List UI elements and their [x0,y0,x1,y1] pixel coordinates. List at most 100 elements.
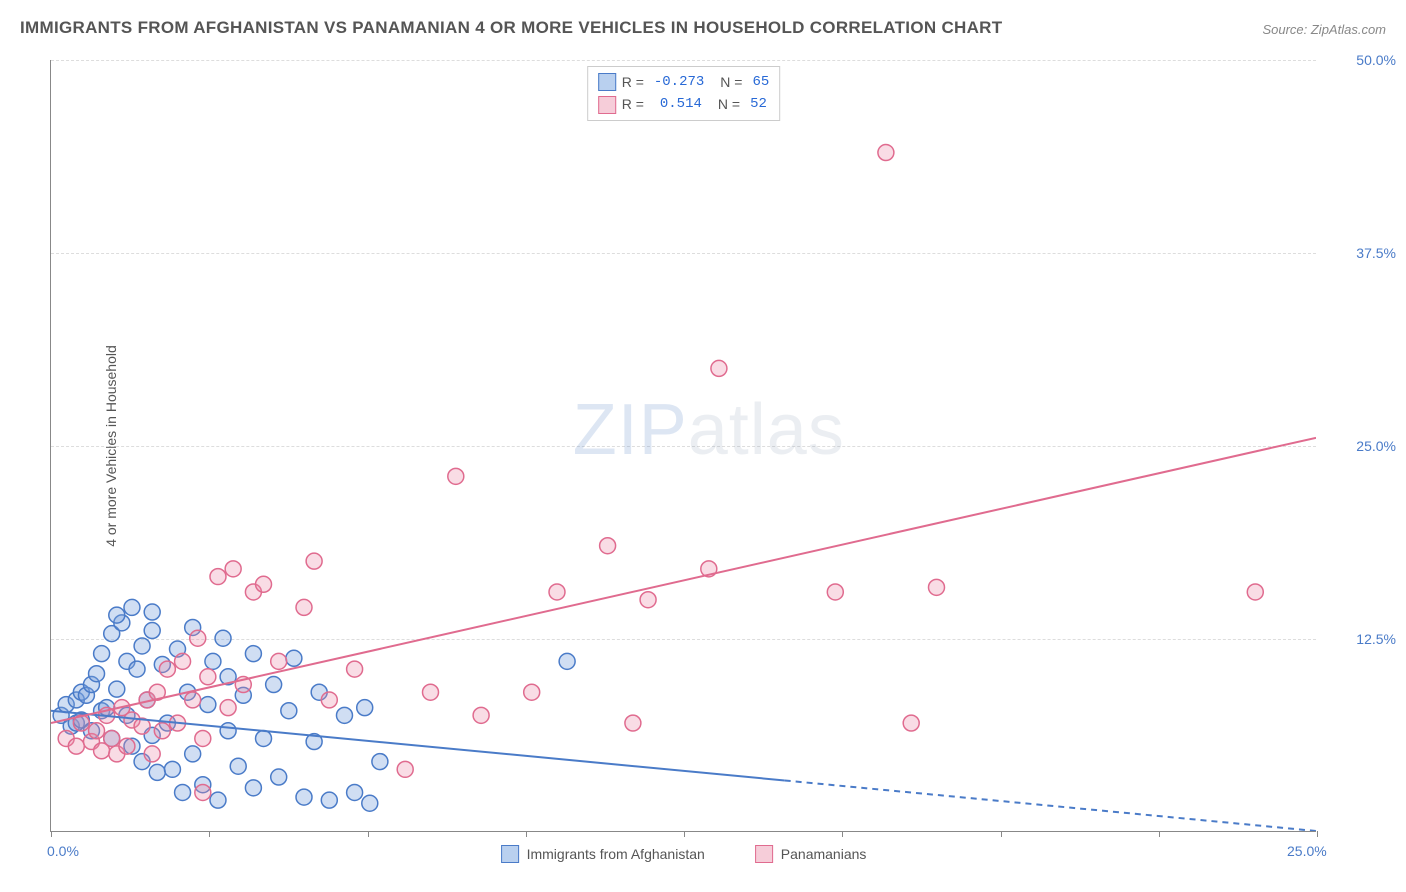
x-tick-label: 25.0% [1287,843,1327,859]
data-point [205,653,221,669]
data-point [296,789,312,805]
x-tick-label: 0.0% [47,843,79,859]
y-tick-label: 25.0% [1356,438,1396,454]
y-tick-label: 50.0% [1356,52,1396,68]
trend-line [51,438,1316,723]
data-point [164,761,180,777]
data-point [129,661,145,677]
data-point [144,604,160,620]
x-tick [526,831,527,837]
data-point [357,700,373,716]
data-point [271,769,287,785]
data-point [347,784,363,800]
data-point [711,360,727,376]
n-value-1: 65 [752,71,769,93]
data-point [119,738,135,754]
legend-label-afghan: Immigrants from Afghanistan [527,846,705,862]
legend-stats: R = -0.273 N = 65 R = 0.514 N = 52 [587,66,781,121]
data-point [336,707,352,723]
data-point [94,646,110,662]
x-tick [368,831,369,837]
r-label: R = [622,71,644,93]
data-point [448,468,464,484]
data-point [397,761,413,777]
data-point [306,553,322,569]
data-point [68,738,84,754]
data-point [185,746,201,762]
plot-area: ZIPatlas R = -0.273 N = 65 R = 0.514 N =… [50,60,1316,832]
data-point [827,584,843,600]
data-point [600,538,616,554]
data-point [195,730,211,746]
data-point [124,599,140,615]
data-point [109,607,125,623]
data-point [640,592,656,608]
data-point [423,684,439,700]
x-tick [51,831,52,837]
data-point [230,758,246,774]
data-point [903,715,919,731]
data-point [321,792,337,808]
data-point [159,661,175,677]
source-attribution: Source: ZipAtlas.com [1262,22,1386,37]
y-tick-label: 37.5% [1356,245,1396,261]
chart-container: IMMIGRANTS FROM AFGHANISTAN VS PANAMANIA… [0,0,1406,892]
data-point [559,653,575,669]
data-point [347,661,363,677]
data-point [220,700,236,716]
data-point [245,646,261,662]
data-point [473,707,489,723]
trend-line-dashed [785,780,1316,831]
data-point [362,795,378,811]
data-point [929,579,945,595]
data-point [1247,584,1263,600]
x-tick [1001,831,1002,837]
data-point [190,630,206,646]
data-point [104,730,120,746]
data-point [210,569,226,585]
data-point [200,697,216,713]
data-point [134,638,150,654]
n-label-2: N = [718,93,740,115]
data-point [195,784,211,800]
data-point [245,780,261,796]
data-point [149,764,165,780]
chart-title: IMMIGRANTS FROM AFGHANISTAN VS PANAMANIA… [20,18,1002,38]
data-point [175,653,191,669]
data-point [175,784,191,800]
x-tick [209,831,210,837]
legend-label-pan: Panamanians [781,846,867,862]
x-tick [1159,831,1160,837]
data-point [200,669,216,685]
scatter-svg [51,60,1316,831]
legend-swatch-afghanistan [598,73,616,91]
data-point [185,692,201,708]
data-point [266,677,282,693]
n-value-2: 52 [750,93,767,115]
data-point [144,746,160,762]
data-point [89,723,105,739]
data-point [154,723,170,739]
data-point [215,630,231,646]
data-point [144,623,160,639]
data-point [256,730,272,746]
legend-swatch-afghan-2 [501,845,519,863]
data-point [296,599,312,615]
data-point [878,145,894,161]
x-tick [1317,831,1318,837]
data-point [524,684,540,700]
data-point [109,681,125,697]
data-point [286,650,302,666]
data-point [549,584,565,600]
data-point [225,561,241,577]
x-tick [842,831,843,837]
r-value-2: 0.514 [660,93,702,115]
data-point [321,692,337,708]
legend-series: Immigrants from Afghanistan Panamanians [501,845,867,863]
data-point [89,666,105,682]
data-point [372,754,388,770]
legend-item-panamanian: Panamanians [755,845,867,863]
legend-row-1: R = -0.273 N = 65 [598,71,770,93]
legend-swatch-pan-2 [755,845,773,863]
legend-swatch-panamanian [598,96,616,114]
